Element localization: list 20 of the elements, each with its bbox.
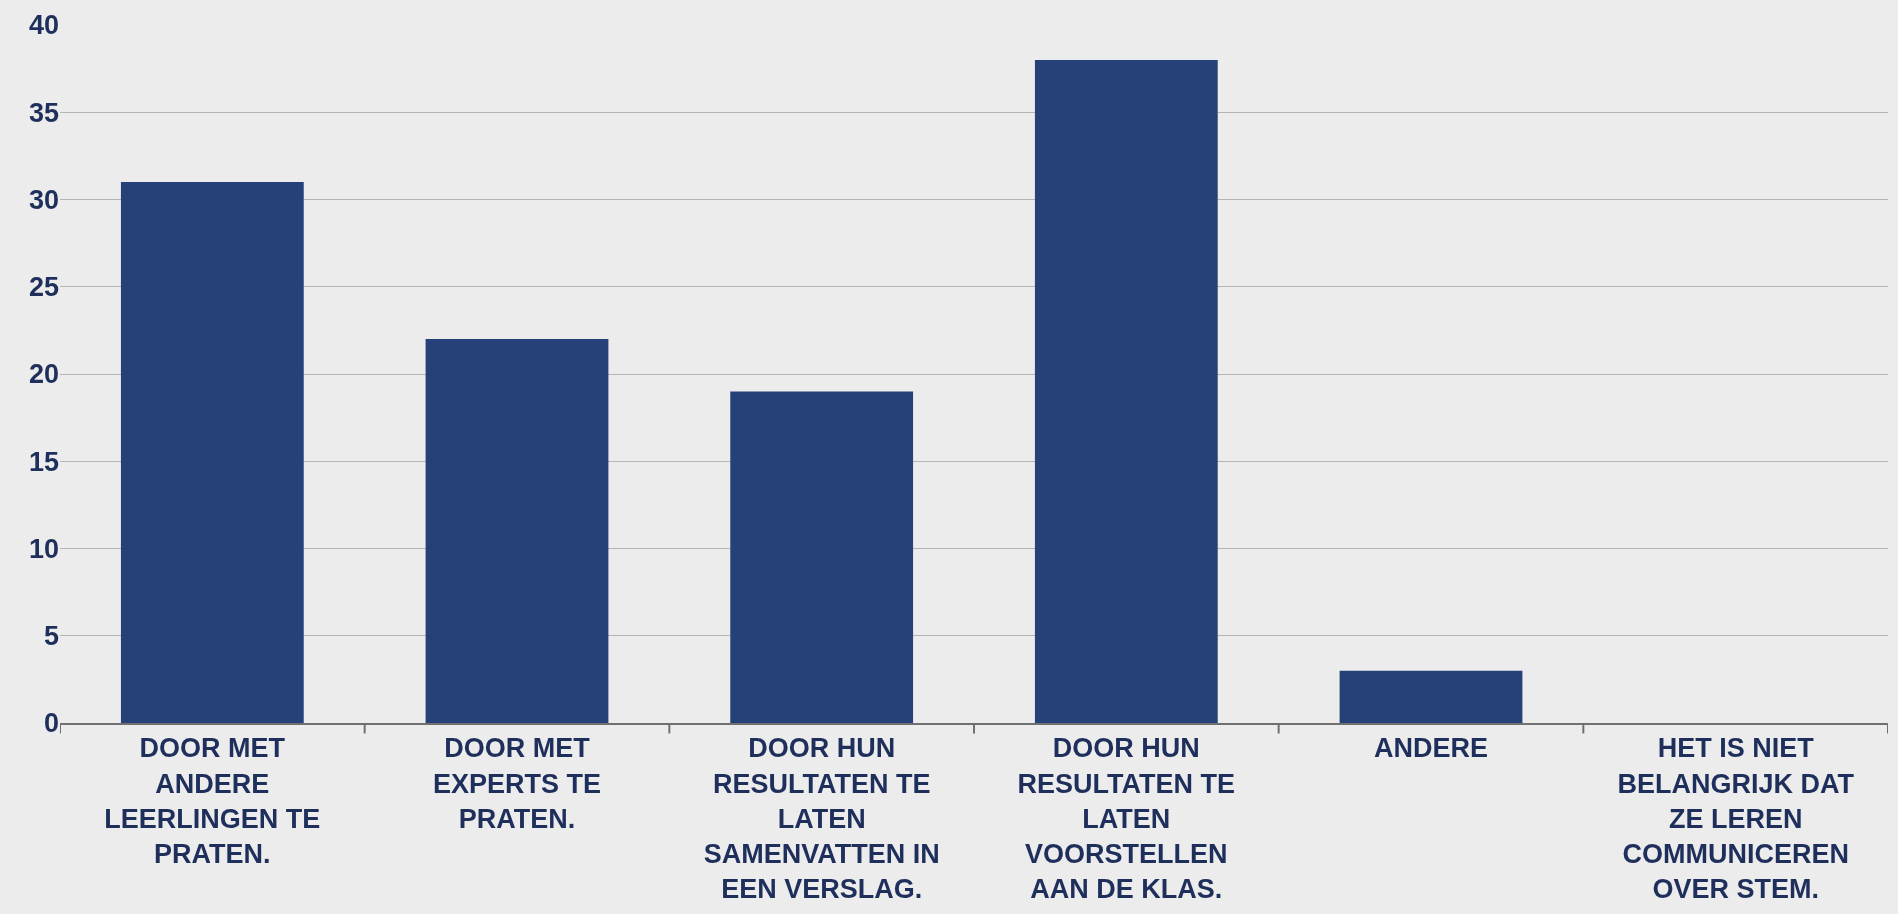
bar (120, 182, 304, 723)
y-tick-label: 35 (28, 97, 59, 128)
y-tick-label: 20 (28, 359, 59, 390)
x-tick-label: ANDERE (1373, 733, 1489, 764)
y-tick-label: 25 (28, 272, 59, 303)
x-tick-label: DOOR HUN RESULTATEN TE LATEN SAMENVATTEN IN EEN VERSLAG. (703, 733, 940, 904)
y-tick-label: 5 (43, 621, 59, 652)
y-tick-label: 30 (28, 184, 59, 215)
bar (1339, 670, 1523, 723)
y-tick-label: 0 (43, 708, 59, 739)
y-tick-label: 10 (28, 533, 59, 564)
y-tick-label: 15 (28, 446, 59, 477)
bar (1034, 59, 1218, 723)
bar (730, 391, 914, 723)
x-tick-label: DOOR HUN RESULTATEN TE LATEN VOORSTELLEN AAN DE KLAS. (1017, 733, 1236, 904)
x-tick-label: DOOR MET EXPERTS TE PRATEN. (432, 733, 602, 834)
y-tick-label: 40 (28, 10, 59, 41)
bar (425, 339, 609, 723)
x-tick-label: DOOR MET ANDERE LEERLINGEN TE PRATEN. (104, 733, 321, 869)
x-tick-label: HET IS NIET BELANGRIJK DAT ZE LEREN COMMUNICEREN OVER STEM. (1617, 733, 1855, 904)
